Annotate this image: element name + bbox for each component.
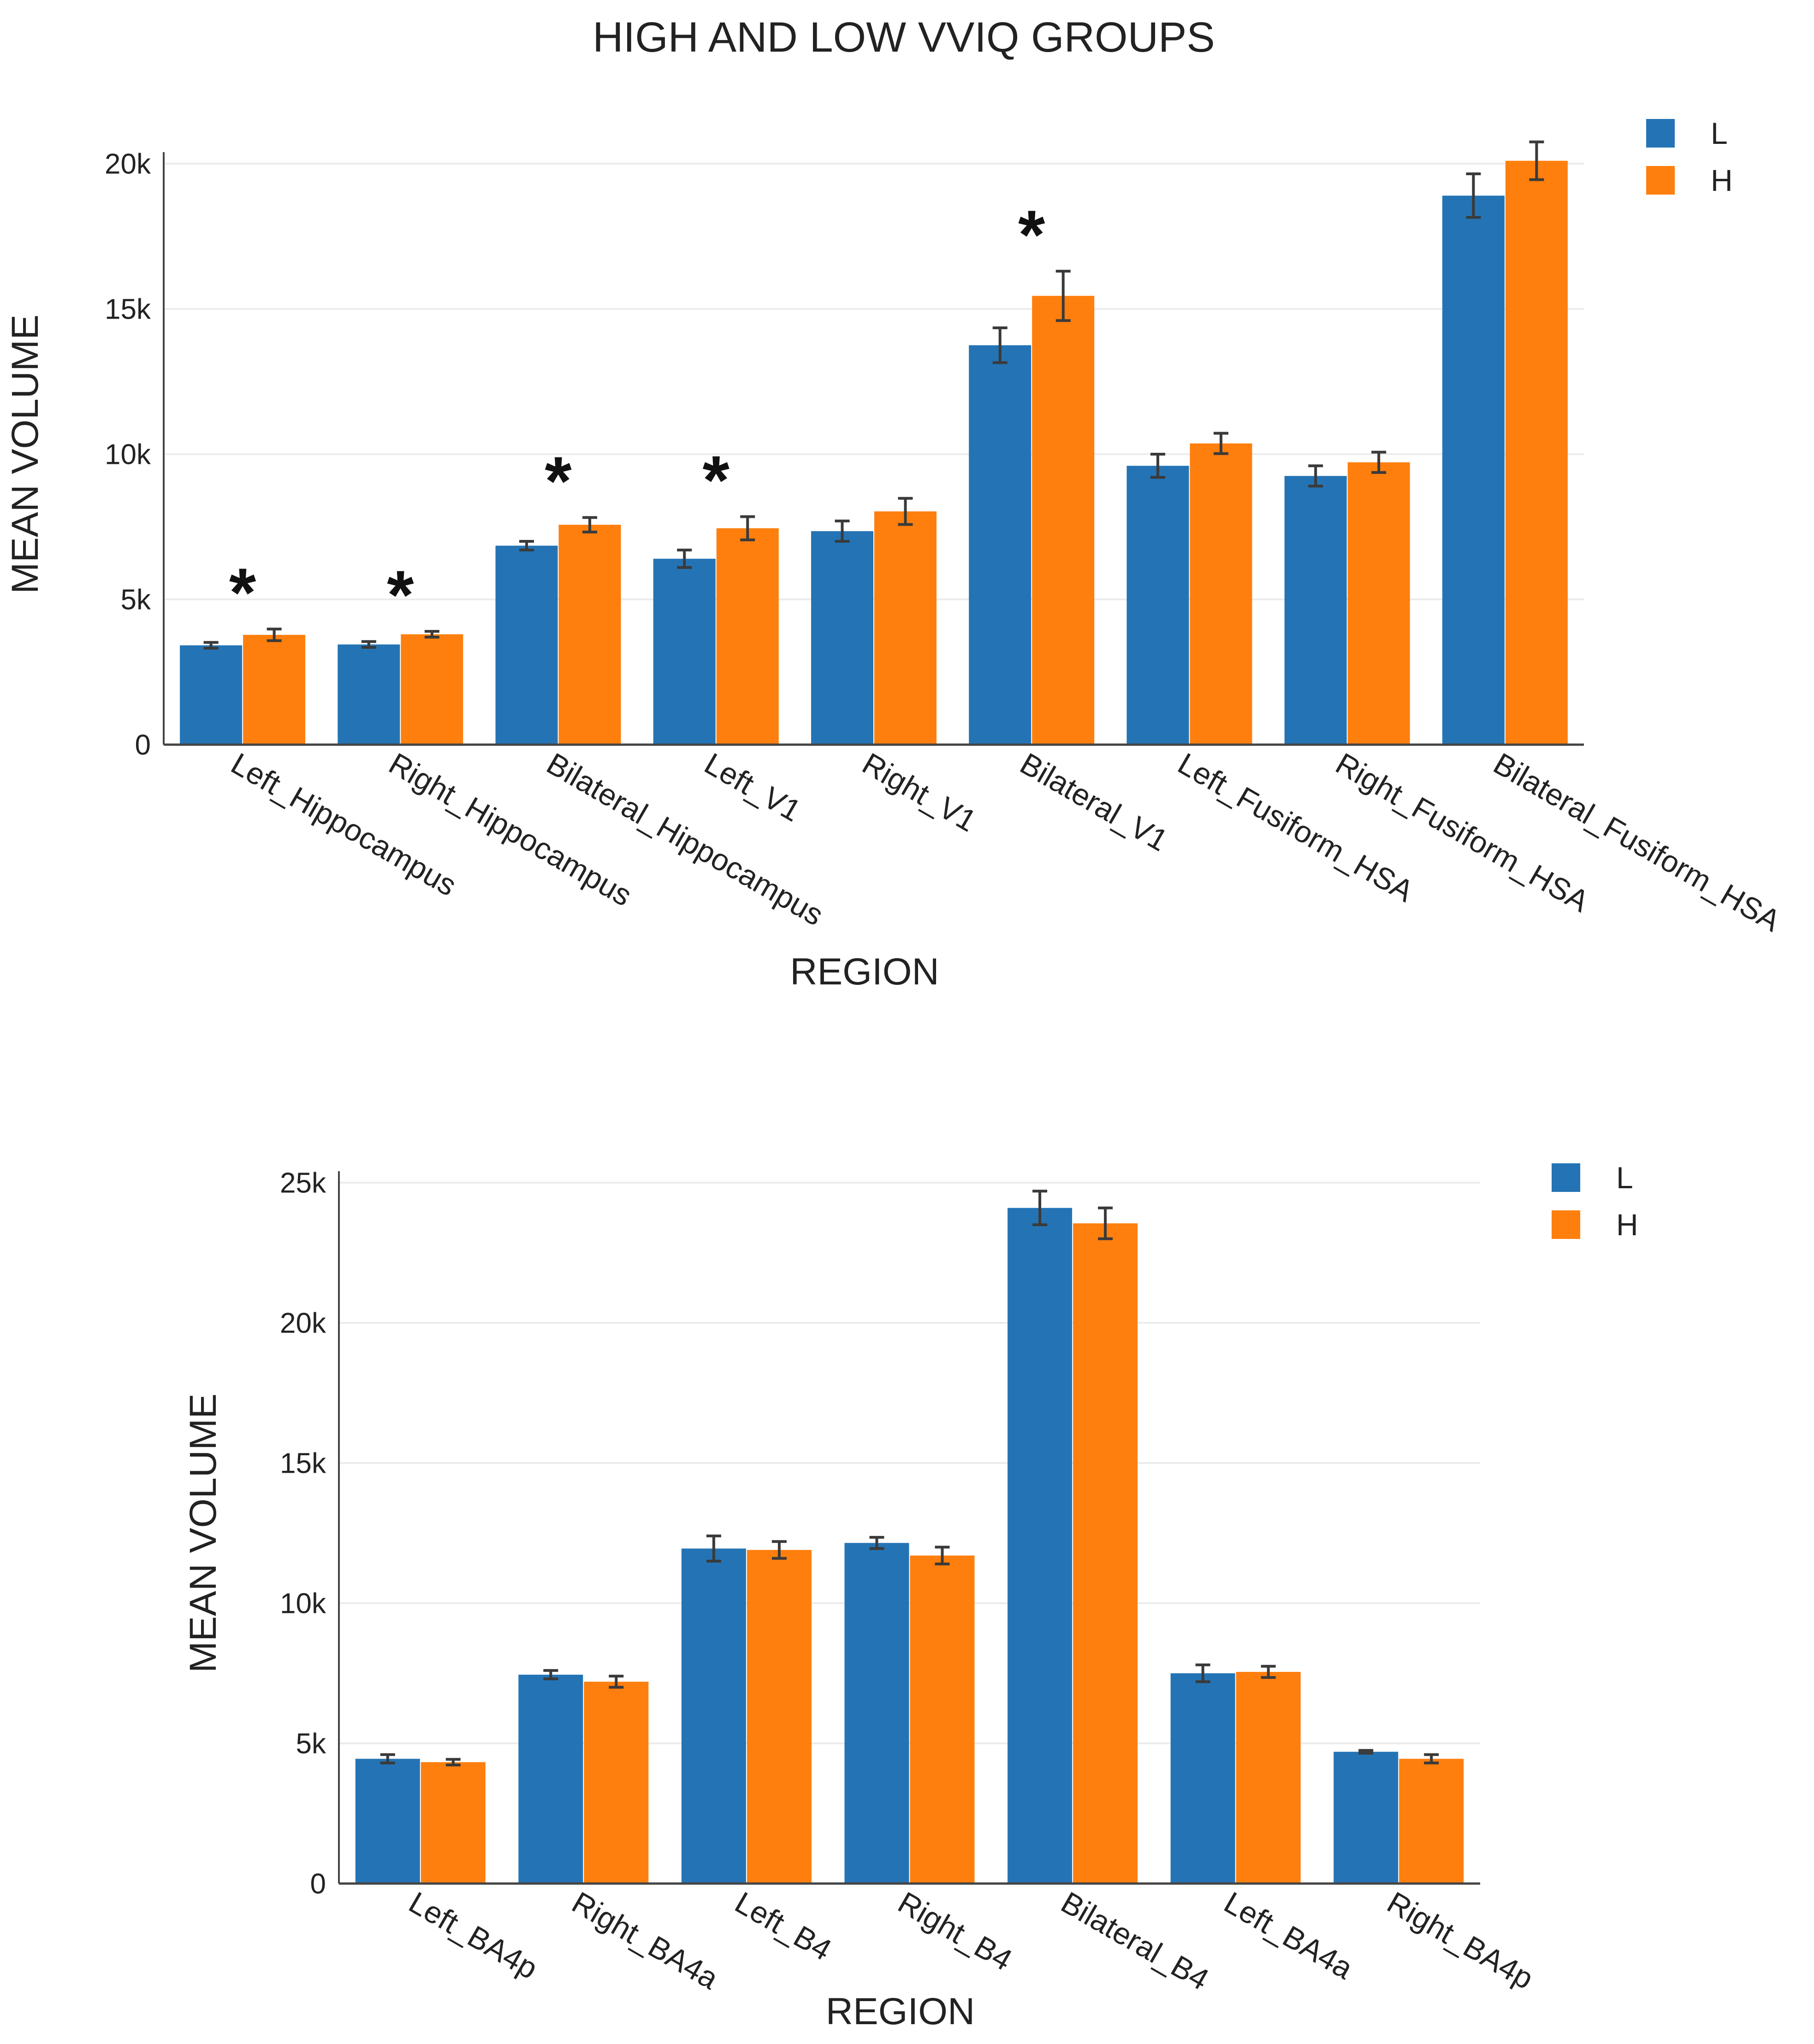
legend-label: H (1711, 163, 1733, 197)
bar-L (811, 531, 873, 745)
y-tick-label: 15k (105, 294, 151, 326)
y-tick-label: 5k (296, 1728, 326, 1760)
bar-L (681, 1548, 746, 1884)
y-tick-label: 10k (280, 1588, 326, 1620)
bar-L (1442, 196, 1505, 745)
bar-H (1190, 443, 1252, 745)
bar-L (1126, 466, 1189, 745)
legend-swatch-H (1552, 1210, 1580, 1239)
legend-swatch-L (1552, 1163, 1580, 1192)
bar-H (1505, 160, 1568, 745)
legend-label: H (1616, 1208, 1638, 1242)
y-tick-label: 15k (280, 1448, 326, 1480)
bar-L (180, 645, 243, 745)
y-tick-label: 0 (310, 1868, 326, 1900)
bar-L (844, 1543, 909, 1884)
significance-marker: * (545, 442, 572, 520)
legend-label: L (1616, 1161, 1633, 1195)
bar-H (421, 1762, 486, 1884)
bar-H (1236, 1671, 1301, 1884)
bar-L (969, 345, 1031, 745)
bar-L (1170, 1673, 1235, 1884)
significance-marker: * (229, 554, 256, 631)
significance-marker: * (703, 441, 730, 519)
bar-H (1032, 296, 1095, 745)
y-axis-title: MEAN VOLUME (182, 1393, 224, 1673)
bar-H (584, 1682, 649, 1884)
bar-L (495, 545, 558, 745)
bar-H (716, 528, 779, 745)
bar-H (401, 634, 463, 745)
y-tick-label: 5k (121, 584, 151, 616)
bar-L (355, 1759, 420, 1884)
legend-swatch-L (1646, 119, 1675, 148)
legend-label: L (1711, 116, 1728, 150)
bar-H (558, 525, 621, 745)
bar-H (1399, 1759, 1464, 1884)
bar-L (1284, 476, 1347, 745)
y-tick-label: 0 (135, 729, 151, 761)
significance-marker: * (387, 556, 414, 634)
x-axis-title: REGION (790, 951, 939, 993)
bar-L (653, 558, 716, 745)
bar-L (1334, 1752, 1399, 1884)
bar-L (338, 644, 400, 745)
y-tick-label: 20k (280, 1308, 326, 1339)
y-tick-label: 20k (105, 148, 151, 180)
y-tick-label: 25k (280, 1167, 326, 1199)
figure-title: HIGH AND LOW VVIQ GROUPS (593, 14, 1215, 61)
bar-H (1347, 462, 1410, 745)
bar-L (518, 1675, 583, 1884)
x-axis-title: REGION (826, 1991, 975, 2032)
bar-H (910, 1555, 975, 1884)
bar-H (747, 1550, 812, 1884)
bar-H (243, 634, 306, 745)
legend-swatch-H (1646, 166, 1675, 195)
significance-marker: * (1018, 196, 1045, 273)
bar-H (874, 511, 937, 745)
bar-L (1008, 1208, 1073, 1884)
bar-H (1073, 1223, 1138, 1884)
y-tick-label: 10k (105, 439, 151, 471)
y-axis-title: MEAN VOLUME (4, 314, 46, 594)
